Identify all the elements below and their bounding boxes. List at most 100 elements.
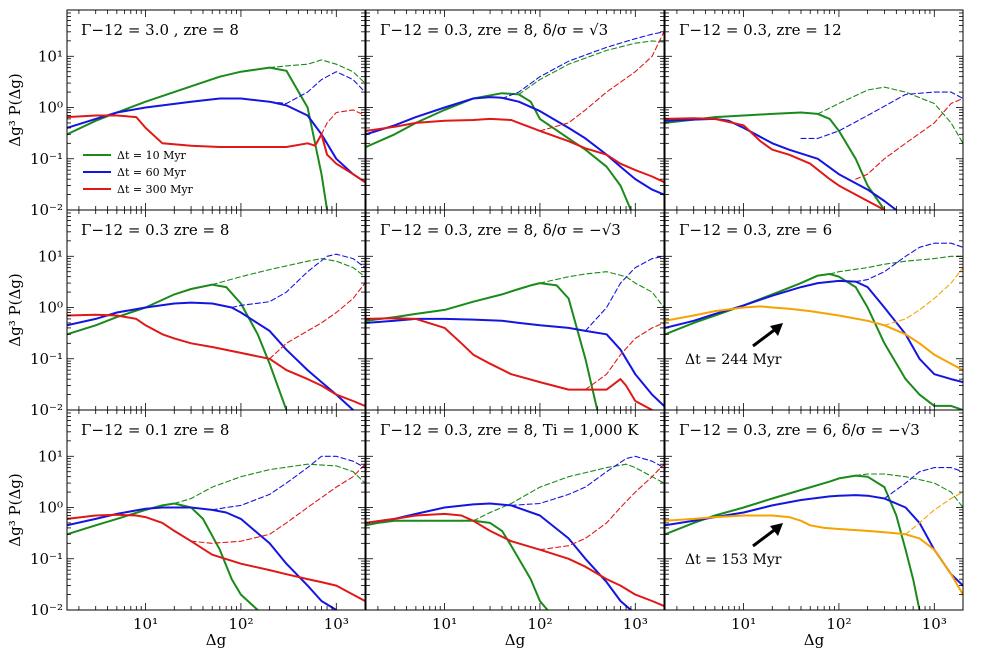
panel-4-series [67,253,365,410]
series-blue-dashed-line [883,467,963,500]
series-red-dashed-line [539,463,664,551]
series-green-solid-line [366,519,549,610]
series-green-solid-line [665,474,921,610]
panel-title: Γ−12 = 0.3, zre = 8, δ/σ = √3 [380,21,608,39]
x-tick-label: 10¹ [133,615,158,633]
panel-6-series [665,242,963,410]
series-blue-dashed-line [510,455,664,506]
panel-frame [664,209,964,411]
series-blue-dashed-line [269,71,365,105]
panel-ticks [67,9,366,211]
panel-ticks [665,209,964,411]
series-blue-dashed-line [855,242,963,283]
series-blue-dashed-line [211,455,365,511]
y-tick-label: 10⁻² [30,601,63,619]
series-orange-dashed-line [883,267,963,326]
series-green-dashed-line [269,59,365,84]
panel-2: Γ−12 = 0.3, zre = 8, δ/σ = √3 [365,9,665,211]
panel-6: Γ−12 = 0.3, zre = 6 [664,209,964,411]
panel-1-series [67,59,365,210]
series-blue-dashed-line [501,31,664,100]
series-orange-solid-line [665,514,963,596]
panel-title: Γ−12 = 0.3, zre = 6, δ/σ = −√3 [679,421,920,439]
panel-9-series [665,467,963,610]
panel-5: Γ−12 = 0.3, zre = 8, δ/σ = −√3 [365,209,665,411]
y-axis-label: Δg³ P(Δg) [6,473,24,546]
series-blue-solid-line [665,117,898,210]
series-green-dashed-line [539,271,664,309]
series-green-solid-line [67,283,288,410]
series-red-dashed-line [269,282,365,360]
legend-label: Δt = 10 Myr [117,149,187,162]
series-green-solid-line [665,111,886,210]
panel-7: 10⁻² 10⁻¹ 10⁰ 10¹ 10¹ 10² 10³ Γ−12 = 0.1 zre = … [30,409,366,633]
series-red-dashed-line [320,109,365,135]
panel-title: Γ−12 = 0.3, zre = 12 [679,21,842,39]
x-tick-label: 10² [826,615,851,633]
panel-title: Γ−12 = 3.0 , zre = 8 [81,21,239,39]
series-orange-dashed-line [905,491,963,535]
series-red-dashed-line [855,97,963,180]
y-axis-label: Δg³ P(Δg) [6,273,24,346]
y-tick-label: 10⁻¹ [30,350,63,368]
x-tick-label: 10¹ [432,615,457,633]
panel-2-series [366,31,664,210]
series-blue-dashed-line [800,91,963,139]
panel-ticks [665,9,964,211]
legend-label: Δt = 60 Myr [117,166,187,179]
panel-title: Γ−12 = 0.3, zre = 6 [679,221,832,239]
panel-ticks [366,9,665,211]
panel-ticks [366,209,665,411]
series-red-solid-line [665,117,886,210]
y-tick-label: 10¹ [38,447,63,465]
series-red-dashed-line [190,463,365,544]
panel-5-series [366,255,664,410]
series-green-solid-line [366,92,632,210]
panel-ticks [366,409,665,611]
panels-group: 10⁻² 10⁻¹ 10⁰ 10¹ Γ−12 = 3.0 , zre = 8 Δt = 1… [30,9,964,633]
series-green-dashed-line [817,86,963,144]
x-tick-label: 10³ [922,615,947,633]
panel-title: Γ−12 = 0.3, zre = 8, Ti = 1,000 K [380,421,639,439]
legend: Δt = 10 Myr Δt = 60 Myr Δt = 300 Myr [83,149,194,196]
series-blue-solid-line [67,97,365,184]
y-axis-label: Δg³ P(Δg) [6,73,24,146]
x-axis-label: Δg [505,631,526,649]
series-blue-solid-line [665,494,963,587]
y-tick-label: 10¹ [38,47,63,65]
series-blue-dashed-line [584,255,664,332]
series-red-solid-line [366,117,664,184]
y-tick-label: 10⁰ [38,299,63,317]
panel-3: Γ−12 = 0.3, zre = 12 [664,9,964,211]
annotation-arrow-head [770,523,783,536]
series-blue-solid-line [366,317,664,407]
annotation-label: Δt = 153 Myr [685,552,782,568]
series-green-dashed-line [211,258,365,286]
y-tick-label: 10⁰ [38,99,63,117]
panel-title: Γ−12 = 0.3 zre = 8 [81,221,229,239]
y-tick-label: 10⁻¹ [30,150,63,168]
annotation: Δt = 153 Myr [685,523,783,568]
y-tick-label: 10¹ [38,247,63,265]
y-tick-label: 10⁻¹ [30,550,63,568]
series-blue-solid-line [366,502,632,610]
series-green-dashed-line [829,255,963,275]
panel-frame [66,9,366,211]
panel-title: Γ−12 = 0.3, zre = 8, δ/σ = −√3 [380,221,621,239]
panel-4: 10⁻² 10⁻¹ 10⁰ 10¹ Γ−12 = 0.3 zre = 8 [30,209,366,419]
annotation-arrow-head [770,323,783,336]
panel-1: 10⁻² 10⁻¹ 10⁰ 10¹ Γ−12 = 3.0 , zre = 8 Δt = 1… [30,9,366,219]
series-green-solid-line [366,282,599,410]
x-axis-label: Δg [206,631,227,649]
panel-frame [664,409,964,611]
x-tick-label: 10² [527,615,552,633]
annotation-label: Δt = 244 Myr [685,352,782,368]
series-red-solid-line [366,512,664,607]
series-blue-solid-line [67,506,338,610]
series-red-dashed-line [539,31,664,132]
annotation: Δt = 244 Myr [685,323,783,368]
series-orange-solid-line [665,305,963,372]
x-tick-label: 10³ [324,615,349,633]
y-tick-label: 10⁻² [30,201,63,219]
